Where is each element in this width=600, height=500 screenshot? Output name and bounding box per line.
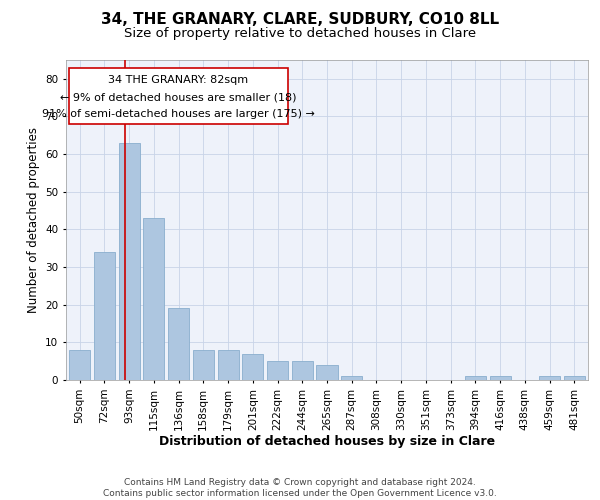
X-axis label: Distribution of detached houses by size in Clare: Distribution of detached houses by size … (159, 436, 495, 448)
Bar (490, 376, 511, 380)
Bar (465, 376, 486, 380)
Text: Contains HM Land Registry data © Crown copyright and database right 2024.
Contai: Contains HM Land Registry data © Crown c… (103, 478, 497, 498)
Bar (143, 218, 164, 380)
Bar (292, 361, 313, 380)
Bar (94, 252, 115, 380)
Text: 34 THE GRANARY: 82sqm: 34 THE GRANARY: 82sqm (108, 76, 248, 86)
Bar (267, 361, 288, 380)
Bar (316, 365, 338, 380)
Text: Size of property relative to detached houses in Clare: Size of property relative to detached ho… (124, 28, 476, 40)
Text: 91% of semi-detached houses are larger (175) →: 91% of semi-detached houses are larger (… (42, 109, 314, 119)
Bar (193, 350, 214, 380)
Bar (539, 376, 560, 380)
Bar (69, 350, 90, 380)
FancyBboxPatch shape (68, 68, 288, 124)
Bar (341, 376, 362, 380)
Text: ← 9% of detached houses are smaller (18): ← 9% of detached houses are smaller (18) (60, 92, 296, 102)
Bar (564, 376, 585, 380)
Bar (119, 143, 140, 380)
Bar (168, 308, 189, 380)
Bar (218, 350, 239, 380)
Y-axis label: Number of detached properties: Number of detached properties (26, 127, 40, 313)
Bar (242, 354, 263, 380)
Text: 34, THE GRANARY, CLARE, SUDBURY, CO10 8LL: 34, THE GRANARY, CLARE, SUDBURY, CO10 8L… (101, 12, 499, 28)
